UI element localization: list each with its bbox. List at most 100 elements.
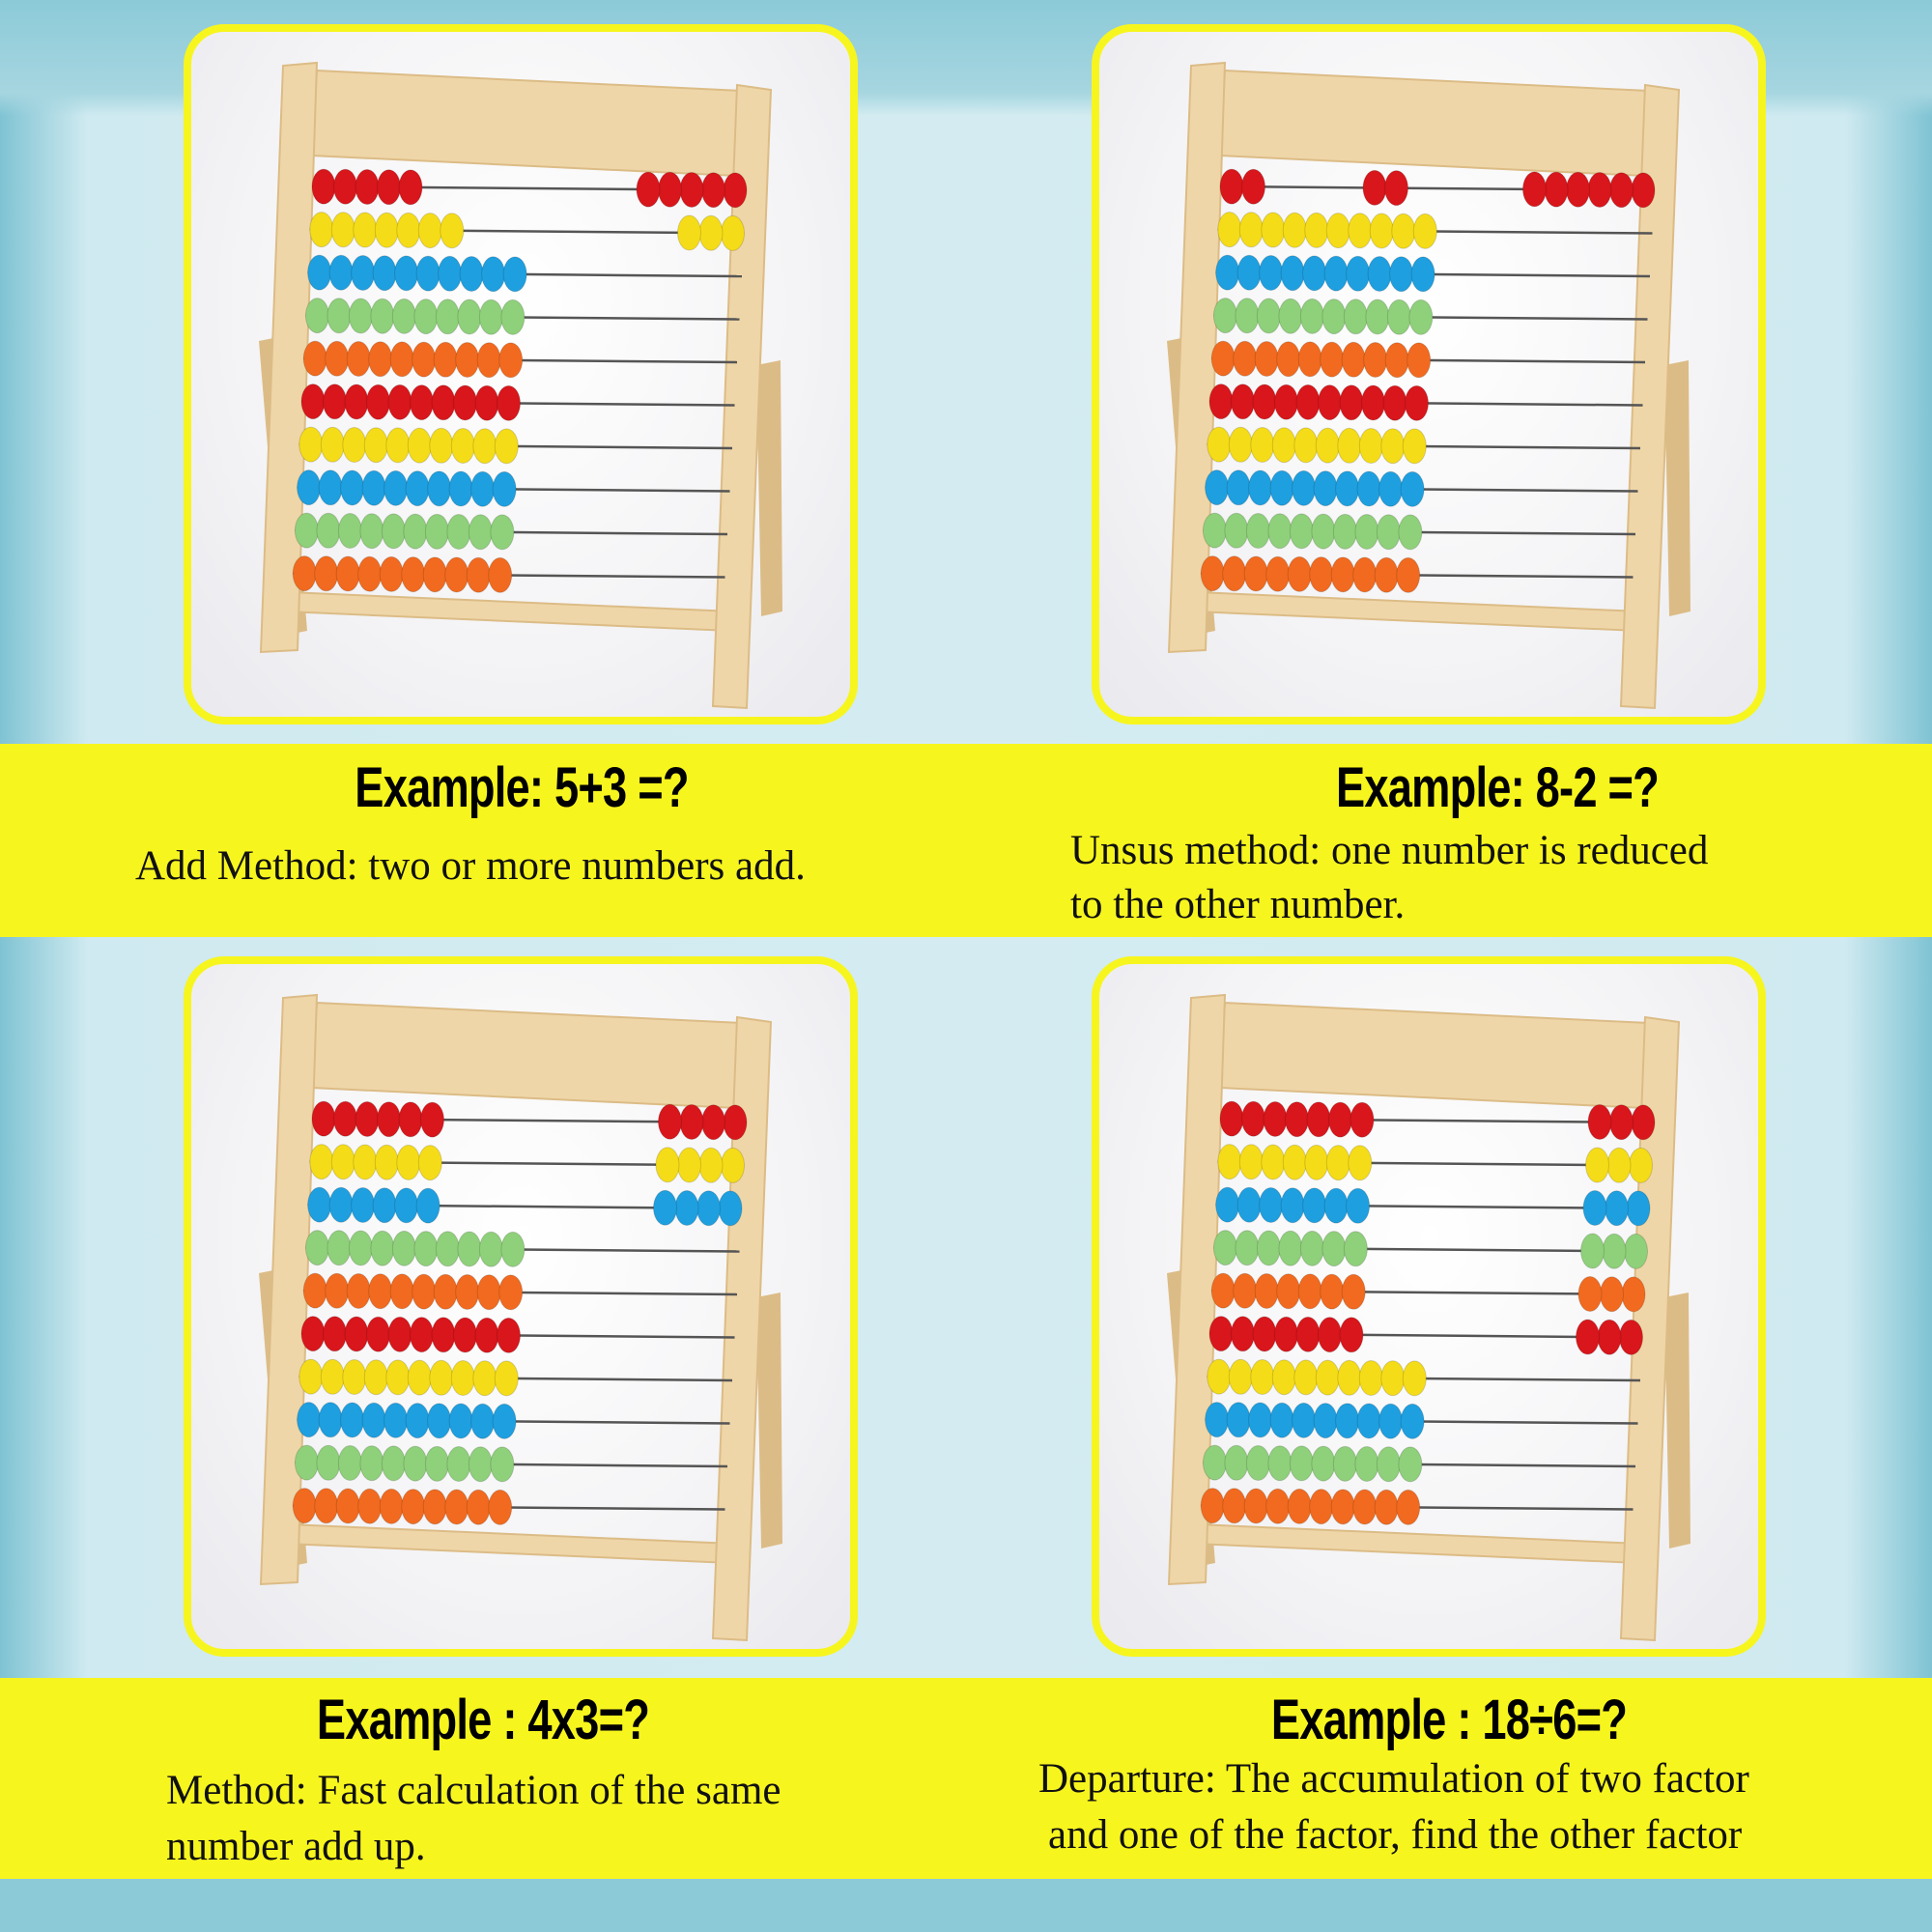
bead	[1609, 1104, 1634, 1141]
bead	[1398, 514, 1423, 551]
bead	[422, 1489, 447, 1525]
bead	[417, 213, 442, 249]
bead	[412, 1273, 437, 1310]
bead	[353, 212, 378, 248]
bead	[1289, 1445, 1314, 1482]
bead	[1245, 513, 1270, 550]
bead	[1313, 1403, 1338, 1439]
bead	[294, 512, 319, 549]
bead	[1207, 426, 1232, 463]
bead	[398, 169, 423, 206]
bead	[394, 1187, 419, 1224]
bead	[1287, 555, 1312, 592]
bead	[344, 1316, 369, 1352]
left-post	[259, 993, 319, 1586]
example-desc-subtraction-line1: Unsus method: one number is reduced	[1070, 828, 1709, 873]
bead	[1311, 513, 1336, 550]
bead	[1295, 1316, 1321, 1352]
bead	[1619, 1319, 1643, 1355]
bead	[1376, 1446, 1401, 1483]
bead	[1248, 469, 1273, 506]
bead	[1263, 1101, 1288, 1138]
bead	[1271, 427, 1296, 464]
bead	[723, 1104, 748, 1141]
bead	[1339, 1317, 1364, 1353]
bead	[466, 556, 491, 593]
bead	[494, 1360, 519, 1397]
bead	[679, 171, 704, 208]
right-post	[711, 1015, 773, 1642]
bead	[1297, 1273, 1322, 1310]
bead	[342, 1359, 367, 1396]
bead	[453, 1317, 477, 1353]
bead	[1348, 213, 1373, 249]
bead	[1341, 341, 1366, 378]
bead	[1248, 1402, 1273, 1438]
bead	[417, 1145, 442, 1181]
bead	[1587, 1103, 1612, 1140]
bead	[435, 1231, 460, 1267]
bead	[1292, 1402, 1317, 1438]
bead	[363, 427, 388, 464]
bead	[723, 172, 748, 209]
bead	[1325, 1145, 1350, 1181]
example-desc-division-line2: and one of the factor, find the other fa…	[1048, 1812, 1743, 1858]
bead	[363, 1359, 388, 1396]
bead	[1228, 426, 1253, 463]
bead	[1280, 255, 1305, 292]
bead	[307, 254, 332, 291]
bottom-background-band	[0, 1879, 1932, 1932]
bead	[1210, 340, 1236, 377]
bead	[1361, 384, 1385, 421]
bead	[1241, 1100, 1265, 1137]
bead	[316, 1444, 341, 1481]
bead	[658, 1103, 682, 1140]
bead	[1236, 254, 1262, 291]
bead	[320, 426, 345, 463]
bead	[1400, 470, 1425, 507]
bead	[1341, 1273, 1366, 1310]
bead	[1256, 1230, 1281, 1266]
bead	[351, 1187, 376, 1224]
bead	[497, 1317, 521, 1353]
bead	[355, 1101, 380, 1138]
left-post	[259, 61, 319, 654]
bead	[348, 298, 373, 334]
bead	[351, 255, 376, 292]
bead	[698, 214, 724, 251]
stand-leg	[756, 1293, 782, 1548]
top-board	[1218, 69, 1671, 179]
bead	[292, 1488, 317, 1524]
bead	[1202, 1444, 1227, 1481]
bead	[444, 1489, 469, 1525]
bead	[1328, 1101, 1352, 1138]
bead	[420, 1101, 444, 1138]
bead	[1609, 172, 1634, 209]
bead	[384, 469, 409, 506]
bead	[307, 1186, 332, 1223]
bead	[478, 1231, 503, 1267]
bead	[340, 1402, 365, 1438]
bead	[337, 1445, 362, 1482]
bead	[387, 1316, 412, 1352]
bead	[1212, 298, 1237, 334]
bead	[701, 172, 725, 209]
bead	[1352, 1489, 1378, 1525]
left-post	[1167, 993, 1227, 1586]
bead	[327, 1230, 352, 1266]
bead	[302, 340, 327, 377]
bead	[1313, 470, 1338, 507]
example-desc-multiplication-line1: Method: Fast calculation of the same	[166, 1768, 781, 1813]
bead	[309, 212, 334, 248]
bead	[1320, 1273, 1345, 1310]
bead	[292, 555, 317, 592]
bead	[297, 1402, 322, 1438]
bead	[478, 298, 503, 335]
bead	[1406, 342, 1432, 379]
bead	[1621, 1276, 1646, 1313]
bead	[379, 555, 404, 592]
bead	[470, 470, 496, 507]
bead	[405, 1403, 430, 1439]
bead	[1318, 384, 1342, 421]
bead	[1285, 1101, 1309, 1138]
